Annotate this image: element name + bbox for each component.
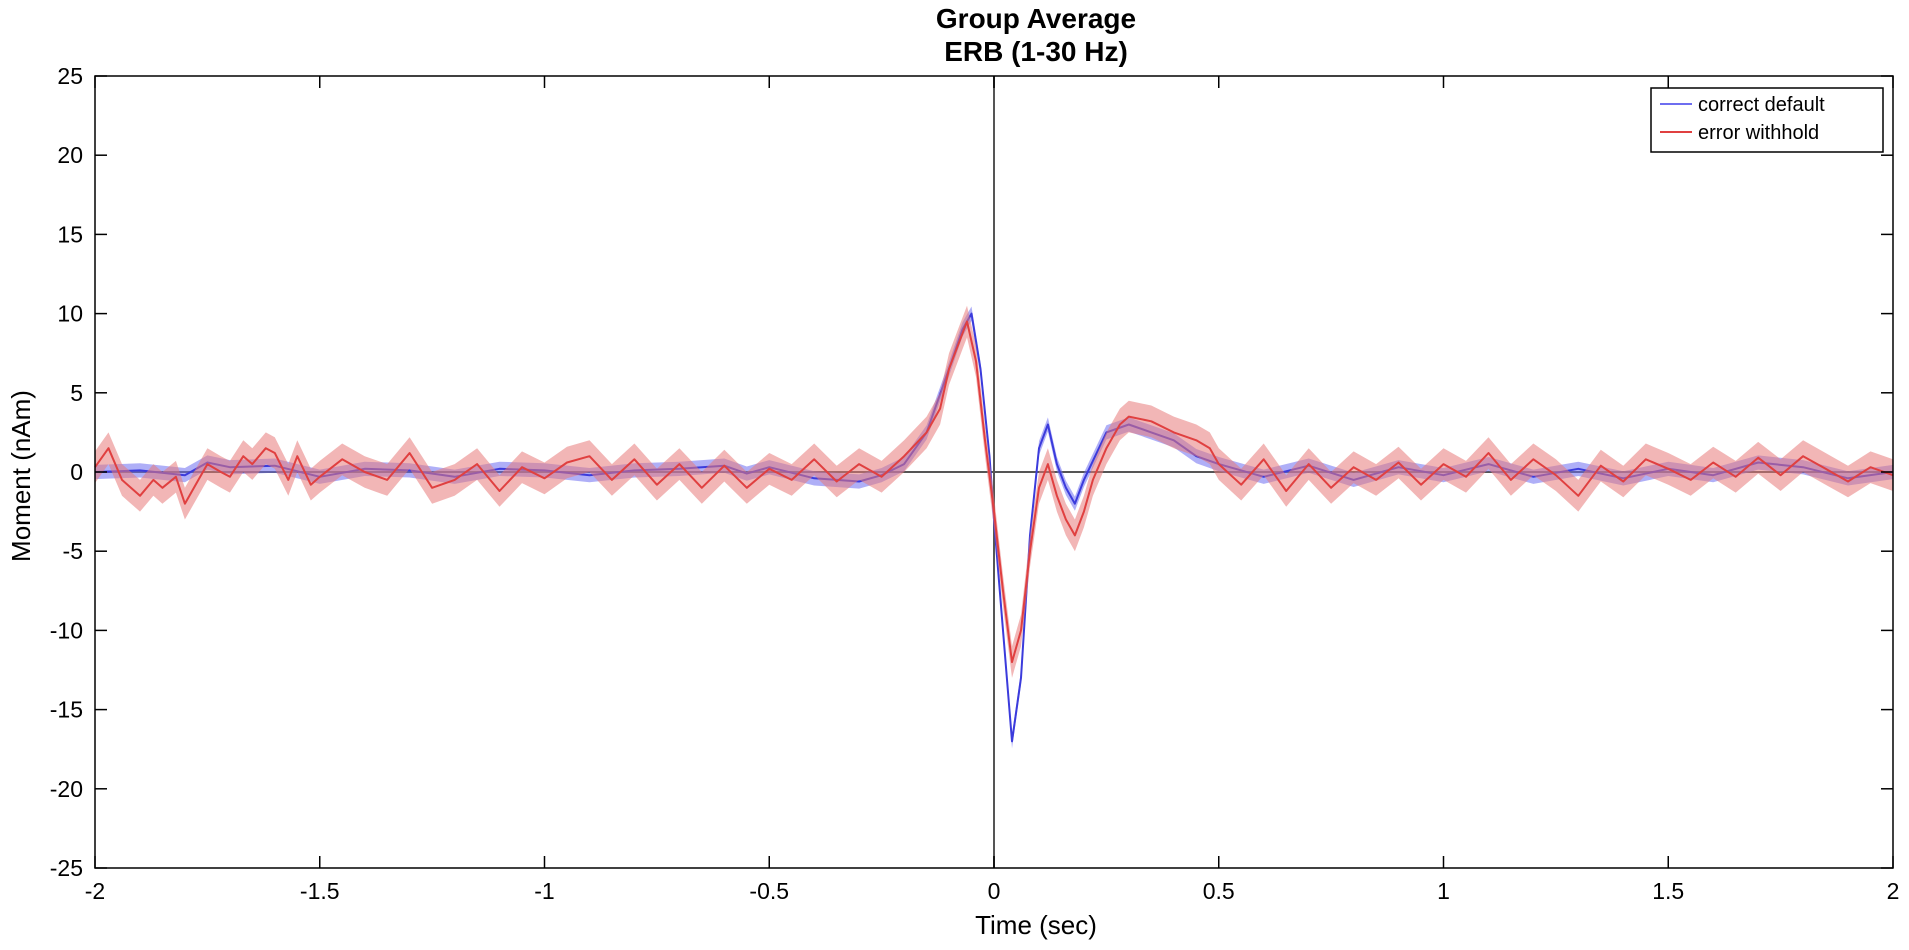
x-axis-label: Time (sec) (975, 910, 1097, 940)
x-tick-label: 0.5 (1203, 878, 1235, 904)
x-tick-label: 1.5 (1652, 878, 1684, 904)
legend-label-error-withhold: error withhold (1698, 122, 1819, 144)
x-tick-label: 2 (1887, 878, 1900, 904)
y-tick-label: 15 (57, 221, 83, 247)
x-tick-label: 1 (1437, 878, 1450, 904)
series-line-error-withhold (94, 320, 1894, 664)
error-band-error-withhold (95, 305, 1893, 678)
plot-area: -2 -1.5 -1 -0.5 0 0.5 1 1.5 2 25 20 15 10 5 0 -5 -10 -15 -… (50, 63, 1900, 904)
y-tick-label: 10 (57, 301, 83, 327)
legend: correct default error withhold (1650, 87, 1884, 153)
legend-label-correct-default: correct default (1698, 94, 1825, 116)
x-tick-label: -0.5 (749, 878, 789, 904)
y-tick-label: 5 (70, 380, 83, 406)
y-tick-label: -25 (50, 855, 83, 881)
y-tick-label: -5 (63, 538, 83, 564)
y-tick-label: -10 (50, 617, 83, 643)
x-tick-label: -2 (85, 878, 105, 904)
y-tick-label: -20 (50, 776, 83, 802)
x-tick-label: -1 (534, 878, 554, 904)
x-tick-label: -1.5 (300, 878, 340, 904)
chart-subtitle: ERB (1-30 Hz) (944, 36, 1128, 67)
y-tick-label: -15 (50, 697, 83, 723)
y-axis-label: Moment (nAm) (6, 390, 36, 562)
chart-title: Group Average (936, 3, 1136, 34)
legend-box (1650, 87, 1884, 153)
y-tick-label: 0 (70, 459, 83, 485)
x-tick-label: 0 (988, 878, 1001, 904)
y-tick-label: 20 (57, 142, 83, 168)
y-tick-label: 25 (57, 63, 83, 89)
